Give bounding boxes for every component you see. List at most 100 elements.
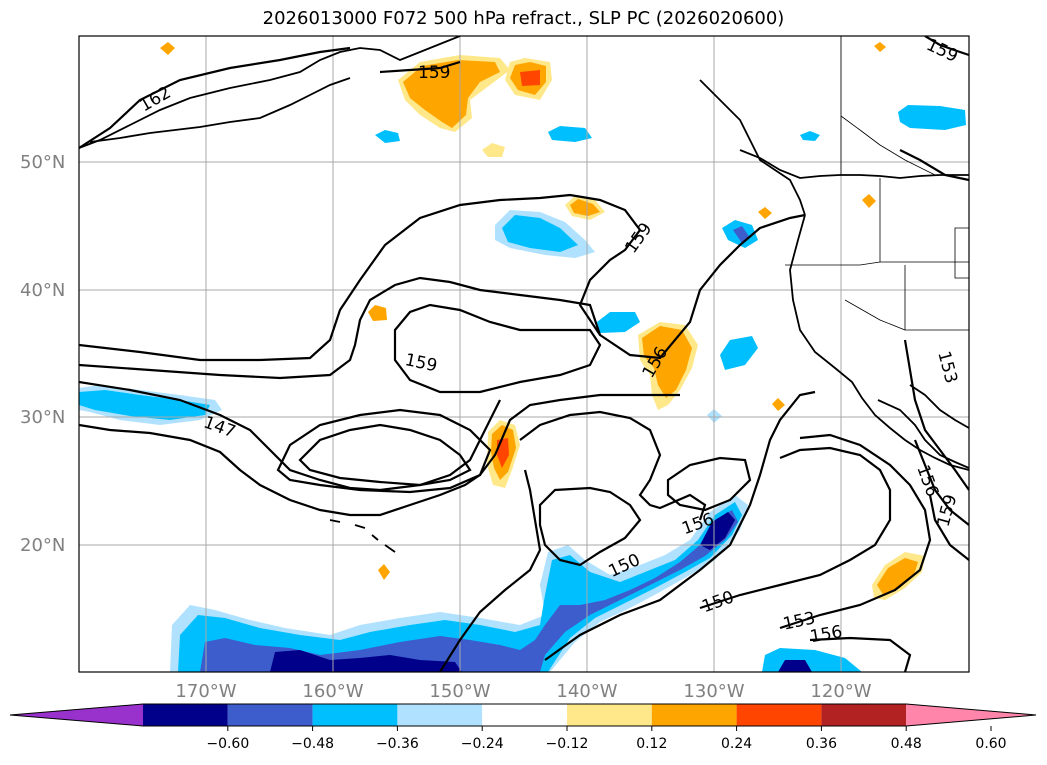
gridlines xyxy=(79,36,969,672)
fill-region-sw-strong xyxy=(200,510,738,672)
colorbar-tick-label: −0.36 xyxy=(376,736,419,752)
coastline-baja xyxy=(877,399,969,469)
contour-label: 156 xyxy=(912,462,942,499)
contour-label: 150 xyxy=(699,587,736,617)
fill-region-north-mid xyxy=(403,60,500,128)
colorbar-extend-high xyxy=(906,704,1036,726)
contour-inner-1 xyxy=(79,276,602,380)
fill-region-52n-b xyxy=(375,130,400,143)
contour-loop-2 xyxy=(298,423,472,487)
contour-north-b xyxy=(899,149,969,182)
coastlines xyxy=(79,36,969,553)
colorbar-segment xyxy=(312,704,398,726)
colorbar-segment xyxy=(736,704,822,726)
negative-fill-regions xyxy=(79,105,966,672)
fill-region-52n-c xyxy=(800,131,820,141)
coastline-aleutian xyxy=(89,77,351,143)
contour-156-se xyxy=(809,636,912,672)
lat-label-50n: 50°N xyxy=(20,152,65,173)
positive-fill-regions xyxy=(160,42,925,600)
fill-region-43n-orange-mid xyxy=(570,199,600,216)
colorbar-segment xyxy=(397,704,483,726)
colorbar-tick-label: 0.36 xyxy=(806,736,837,752)
longitude-labels: 170°W 160°W 150°W 140°W 130°W 120°W xyxy=(175,681,871,702)
fill-region-ne xyxy=(898,105,966,130)
contour-loop-3 xyxy=(276,408,492,494)
fill-region-small-orange-5 xyxy=(378,564,390,580)
colorbar-segment xyxy=(651,704,737,726)
colorbar-segment xyxy=(482,704,567,726)
fill-region-small-orange-4 xyxy=(772,398,785,411)
colorbar-outline xyxy=(9,703,1037,727)
contour-147 xyxy=(79,380,501,492)
colorbar-segment xyxy=(143,704,228,726)
fill-region-small-orange-2 xyxy=(758,207,772,219)
fill-region-se-max xyxy=(778,660,812,672)
contour-159-north xyxy=(379,60,461,74)
contour-loop-1 xyxy=(79,393,680,517)
contour-159-inner xyxy=(393,303,602,394)
contour-southeast xyxy=(544,390,816,661)
fill-region-sw-max-2 xyxy=(700,512,735,550)
map-area xyxy=(79,36,969,672)
colorbar-tick-label: −0.60 xyxy=(206,736,249,752)
contour-156-mid xyxy=(519,410,707,521)
coastline-se-alaska xyxy=(699,79,806,216)
colorbar-segment xyxy=(227,704,313,726)
contour-153-se xyxy=(779,433,932,630)
coastline-hawaii xyxy=(329,519,396,553)
colorbar: −0.60 −0.48 −0.36 −0.24 −0.12 0.12 0.24 0.36 0.4… xyxy=(9,703,1037,752)
contour-159-ne xyxy=(924,36,969,57)
contour-coast-3 xyxy=(928,494,969,561)
map-title: 2026013000 F072 500 hPa refract., SLP PC… xyxy=(262,8,785,29)
lon-label-140w: 140°W xyxy=(556,681,617,702)
contour-150-se xyxy=(699,446,892,610)
fill-region-se-orange-mid xyxy=(877,558,918,596)
contour-162 xyxy=(79,46,351,149)
contour-label: 159 xyxy=(934,492,962,529)
contour-label: 159 xyxy=(621,219,656,257)
contour-outer xyxy=(79,193,806,362)
colorbar-tick-label: −0.12 xyxy=(546,736,589,752)
contour-label: 156 xyxy=(808,622,843,647)
coastline-us-west xyxy=(789,214,969,471)
fill-region-north-2-strong xyxy=(520,70,540,86)
lon-label-120w: 120°W xyxy=(810,681,871,702)
fill-region-52n xyxy=(548,126,592,142)
contour-label: 159 xyxy=(403,350,439,376)
colorbar-tick-label: 0.60 xyxy=(975,736,1006,752)
contour-label: 159 xyxy=(418,63,450,83)
fill-region-35n xyxy=(720,336,758,370)
contour-coast-2 xyxy=(913,439,969,526)
colorbar-segment xyxy=(567,704,652,726)
fill-region-small-orange-3 xyxy=(862,194,876,208)
colorbar-tick-label: −0.48 xyxy=(291,736,334,752)
contour-coast-1 xyxy=(903,339,969,491)
contour-label: 159 xyxy=(923,35,961,67)
colorbar-extend-low xyxy=(10,704,143,726)
contour-eastern xyxy=(439,469,542,672)
colorbar-tick-label: −0.24 xyxy=(461,736,504,752)
contour-150-left xyxy=(538,486,642,567)
lon-label-150w: 150°W xyxy=(429,681,490,702)
lon-label-130w: 130°W xyxy=(683,681,744,702)
colorbar-tick-label: 0.12 xyxy=(636,736,667,752)
coastline-mexico xyxy=(909,384,969,429)
colorbar-segment xyxy=(821,704,907,726)
slp-contours xyxy=(79,36,969,672)
contour-labels: 162 159 159 159 156 147 156 150 150 153 … xyxy=(136,35,961,647)
fill-region-35n-orange-mid xyxy=(642,326,692,398)
lat-label-40n: 40°N xyxy=(20,280,65,301)
coastline-bc xyxy=(739,149,969,179)
contour-inner-loop xyxy=(666,456,752,512)
lat-label-30n: 30°N xyxy=(20,407,65,428)
fill-region-sw-max xyxy=(270,650,462,672)
fill-region-37n xyxy=(597,312,640,333)
lon-label-160w: 160°W xyxy=(302,681,363,702)
fill-region-west-mid xyxy=(79,390,210,420)
colorbar-tick-label: 0.48 xyxy=(891,736,922,752)
contour-label: 162 xyxy=(136,83,174,117)
fill-region-small-orange-1 xyxy=(160,42,175,55)
coastline-alaska xyxy=(79,36,461,149)
